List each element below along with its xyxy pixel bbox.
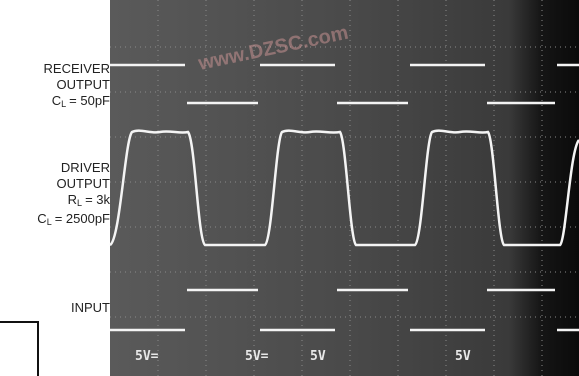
receiver-trace: [110, 63, 579, 105]
label-line: DRIVER: [60, 160, 110, 175]
receiver-label: RECEIVER OUTPUT CL = 50pF: [44, 61, 110, 112]
input-label: INPUT: [71, 300, 110, 316]
scale-label: 5V=: [245, 349, 269, 364]
load-label: RL = 3k: [37, 192, 110, 211]
load-label: CL = 2500pF: [37, 211, 110, 230]
value: = 2500pF: [54, 211, 110, 226]
load-label: CL = 50pF: [44, 93, 110, 112]
value: = 3k: [85, 192, 110, 207]
subscript: L: [77, 198, 83, 208]
subscript: L: [61, 99, 67, 109]
scale-label: 5V: [310, 349, 326, 364]
scale-label: 5V: [455, 349, 471, 364]
traces: [109, 63, 579, 332]
input-trace: [110, 288, 579, 332]
driver-label: DRIVER OUTPUT RL = 3k CL = 2500pF: [37, 160, 110, 230]
screen: [110, 0, 579, 376]
symbol: C: [37, 211, 47, 226]
label-line: OUTPUT: [56, 176, 110, 191]
symbol: C: [51, 93, 62, 108]
frame-corner: [0, 321, 39, 376]
value: = 50pF: [69, 93, 110, 108]
subscript: L: [46, 217, 52, 227]
label-line: OUTPUT: [56, 77, 110, 92]
driver-trace: [109, 129, 579, 247]
label-line: RECEIVER: [43, 61, 110, 76]
label-line: INPUT: [71, 300, 110, 315]
symbol: R: [67, 192, 78, 207]
scale-label: 5V=: [135, 349, 159, 364]
